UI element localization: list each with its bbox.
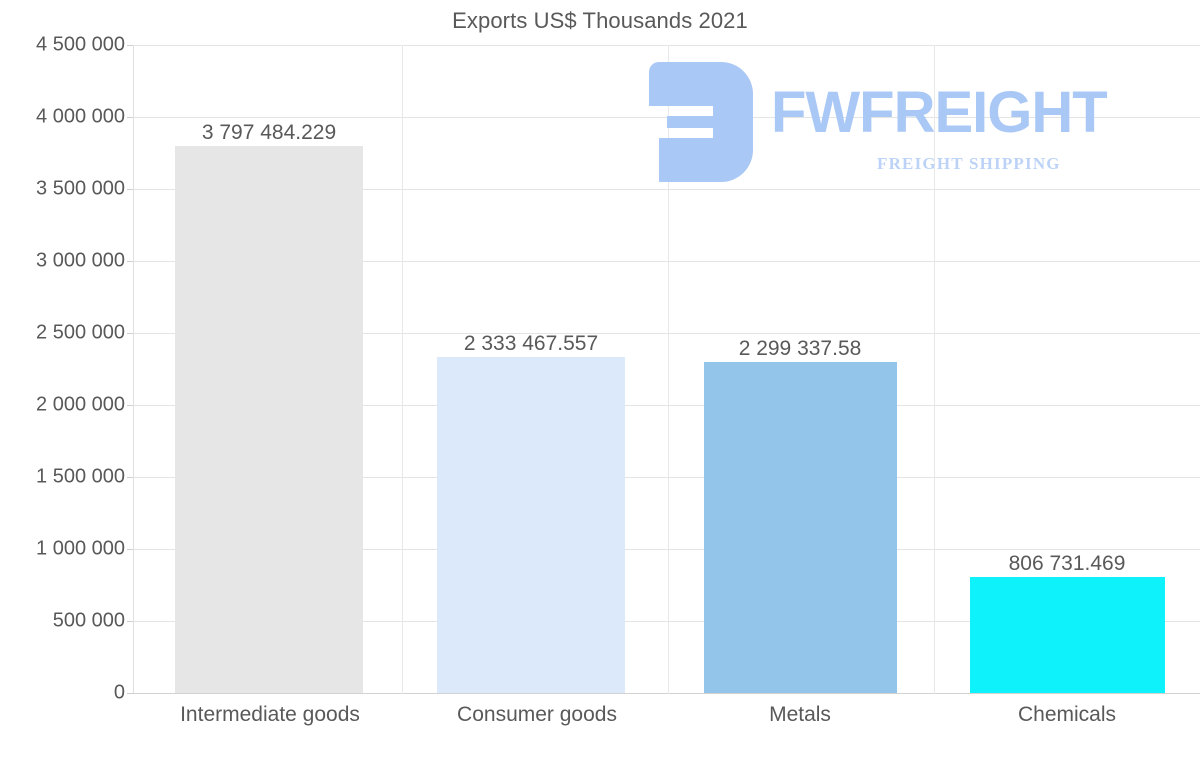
y-tick-label-8: 4 000 000	[36, 105, 125, 128]
bar-value-label-chemicals: 806 731.469	[1008, 552, 1126, 575]
y-tick-8	[127, 117, 133, 118]
y-tick-9	[127, 45, 133, 46]
y-tick-label-9: 4 500 000	[36, 33, 125, 56]
bar-chemicals[interactable]	[970, 577, 1165, 693]
category-separator-2	[668, 45, 669, 694]
x-axis-label-intermediate-goods: Intermediate goods	[180, 703, 360, 726]
bar-consumer-goods[interactable]	[437, 357, 625, 693]
y-tick-label-2: 1 000 000	[36, 537, 125, 560]
gridline-4	[133, 405, 1200, 406]
plot-area: 0 500 000 1 000 000 1 500 000 2 000 000 …	[36, 34, 1200, 704]
x-axis-label-metals: Metals	[769, 703, 831, 726]
y-tick-label-4: 2 000 000	[36, 393, 125, 416]
gridline-9	[133, 45, 1200, 46]
gridline-1	[133, 621, 1200, 622]
gridline-7	[133, 189, 1200, 190]
gridline-5	[133, 333, 1200, 334]
bar-value-label-consumer-goods: 2 333 467.557	[463, 332, 599, 355]
bar-metals[interactable]	[704, 362, 897, 693]
category-separator-1	[402, 45, 403, 694]
bar-intermediate-goods[interactable]	[175, 146, 363, 693]
chart-title: Exports US$ Thousands 2021	[452, 8, 748, 33]
y-tick-5	[127, 333, 133, 334]
category-separator-3	[934, 45, 935, 694]
bar-value-label-intermediate-goods: 3 797 484.229	[201, 121, 337, 144]
gridline-6	[133, 261, 1200, 262]
y-tick-4	[127, 405, 133, 406]
y-axis-line	[133, 45, 134, 694]
y-tick-7	[127, 189, 133, 190]
gridline-3	[133, 477, 1200, 478]
y-tick-label-1: 500 000	[52, 609, 125, 632]
y-tick-label-7: 3 500 000	[36, 177, 125, 200]
y-tick-label-5: 2 500 000	[36, 321, 125, 344]
gridline-8	[133, 117, 1200, 118]
y-tick-1	[127, 621, 133, 622]
gridline-0	[133, 693, 1200, 694]
x-axis-label-chemicals: Chemicals	[1017, 703, 1117, 726]
y-tick-label-3: 1 500 000	[36, 465, 125, 488]
y-tick-2	[127, 549, 133, 550]
x-axis-label-consumer-goods: Consumer goods	[457, 703, 617, 726]
gridline-2	[133, 549, 1200, 550]
y-tick-6	[127, 261, 133, 262]
y-tick-label-6: 3 000 000	[36, 249, 125, 272]
y-tick-label-0: 0	[113, 681, 125, 704]
y-tick-3	[127, 477, 133, 478]
y-tick-0	[127, 693, 133, 694]
bar-value-label-metals: 2 299 337.58	[738, 337, 862, 360]
